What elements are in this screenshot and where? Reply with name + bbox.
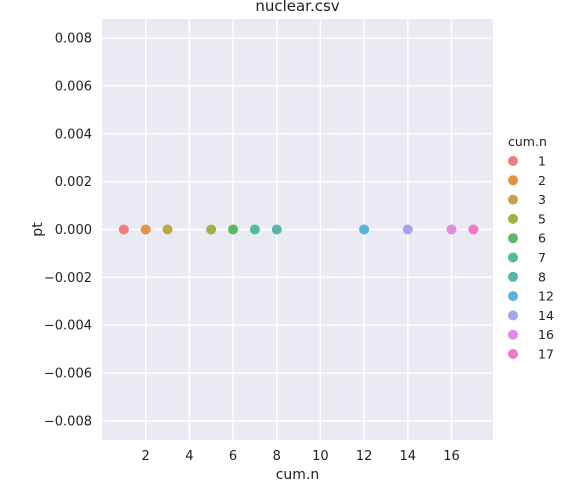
data-point	[271, 224, 282, 235]
y-tick-label: 0.004	[55, 127, 92, 142]
x-tick-label: 10	[312, 449, 329, 464]
legend-label: 1	[538, 154, 546, 169]
data-point	[468, 224, 479, 235]
legend-label: 8	[538, 269, 546, 284]
y-tick-label: −0.002	[44, 271, 92, 286]
legend-marker	[508, 213, 518, 224]
legend-marker	[508, 175, 518, 186]
y-axis-title: pt	[30, 222, 46, 237]
data-point	[359, 224, 370, 235]
legend-label: 5	[538, 211, 546, 226]
x-tick-label: 8	[273, 449, 281, 464]
data-point	[162, 224, 173, 235]
y-tick-label: −0.008	[44, 414, 92, 429]
data-point	[446, 224, 457, 235]
data-point	[206, 224, 217, 235]
x-tick-label: 16	[443, 449, 460, 464]
y-tick-label: 0.006	[55, 79, 92, 94]
legend-marker	[508, 310, 518, 321]
legend-marker	[508, 271, 518, 282]
legend-label: 12	[538, 289, 554, 304]
legend-marker	[508, 252, 518, 263]
legend-label: 7	[538, 250, 546, 265]
data-point	[402, 224, 413, 235]
legend-marker	[508, 233, 518, 244]
data-point	[228, 224, 239, 235]
x-axis-title: cum.n	[276, 467, 320, 483]
x-tick-label: 6	[229, 449, 237, 464]
data-point	[140, 224, 151, 235]
x-tick-label: 12	[356, 449, 373, 464]
x-tick-label: 14	[400, 449, 417, 464]
x-tick-label: 2	[142, 449, 150, 464]
chart-title: nuclear.csv	[255, 0, 339, 15]
legend-label: 2	[538, 173, 546, 188]
legend-label: 17	[538, 347, 554, 362]
legend-marker	[508, 156, 518, 166]
legend-marker	[508, 329, 518, 340]
y-tick-label: 0.008	[55, 32, 92, 47]
y-tick-label: −0.006	[44, 367, 92, 382]
data-points	[118, 224, 479, 235]
y-tick-labels: 0.008 0.006 0.004 0.002 0.000 −0.002 −0.004 −0.…	[44, 32, 92, 430]
x-tick-label: 4	[185, 449, 193, 464]
legend-title: cum.n	[508, 134, 547, 149]
data-point	[118, 224, 129, 235]
data-point	[249, 224, 260, 235]
y-tick-label: 0.002	[55, 175, 92, 190]
gridlines	[102, 19, 493, 440]
legend-label: 6	[538, 231, 546, 246]
y-tick-label: 0.000	[55, 223, 92, 238]
y-tick-label: −0.004	[44, 319, 92, 334]
legend-marker	[508, 291, 518, 302]
x-tick-labels: 2 4 6 8 10 12 14 16	[142, 449, 460, 464]
legend-marker	[508, 194, 518, 205]
legend-marker	[508, 349, 518, 359]
legend-label: 16	[538, 327, 554, 342]
legend-label: 3	[538, 192, 546, 207]
legend-label: 14	[538, 308, 554, 323]
